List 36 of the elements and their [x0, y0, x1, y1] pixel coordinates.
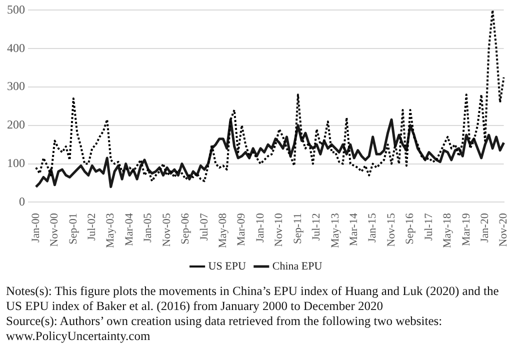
- x-tick-label: Mar-14: [348, 212, 360, 246]
- x-tick-label: Nov-20: [498, 212, 510, 247]
- x-tick-label: Jul-02: [86, 213, 98, 241]
- source-note: Source(s): Authors’ own creation using data retrieved from the following two websites: www.PolicyUncertainty.com: [6, 314, 444, 344]
- x-tick-label: Jan-05: [142, 212, 154, 242]
- legend-label: China EPU: [272, 260, 322, 272]
- x-tick-label: Nov-15: [385, 212, 398, 247]
- x-tick-label: Sep-16: [404, 212, 416, 244]
- y-tick-label: 300: [7, 79, 25, 94]
- y-tick-label: 100: [7, 156, 25, 170]
- x-tick-label: May-03: [104, 212, 117, 248]
- x-tick-label: Jul-07: [198, 212, 210, 241]
- x-tick-label: May-08: [217, 212, 230, 248]
- x-tick-label: Jan-00: [30, 212, 42, 242]
- x-tick-label: Jan-20: [478, 212, 491, 242]
- legend-label: US EPU: [208, 260, 246, 272]
- y-tick-label: 0: [19, 194, 25, 208]
- y-tick-label: 200: [7, 118, 25, 132]
- x-tick-label: Nov-00: [48, 212, 61, 247]
- x-tick-label: Sep-11: [292, 213, 304, 244]
- x-tick-label: Jul-12: [310, 213, 323, 241]
- x-tick-label: Nov-10: [273, 212, 286, 247]
- x-tick-label: Nov-05: [160, 212, 173, 247]
- x-tick-label: Sep-06: [180, 212, 192, 244]
- x-tick-label: Sep-01: [67, 213, 80, 244]
- y-tick-label: 400: [7, 40, 25, 55]
- x-tick-label: Jan-10: [254, 212, 266, 242]
- x-tick-label: Mar-19: [460, 212, 472, 246]
- text: Notes(s): This figure plots the movements in China’s EPU index of Huang and Luk (2020) and the US EPU index of Baker et al. (2016) from January 2000 to December 2020: [6, 284, 500, 314]
- x-tick-label: May-13: [329, 212, 342, 248]
- x-tick-label: Jul-17: [422, 212, 435, 241]
- y-tick-label: 500: [7, 2, 25, 16]
- x-tick-label: May-18: [442, 212, 454, 248]
- x-tick-label: Jan-15: [366, 212, 379, 242]
- x-tick-label: Mar-04: [123, 212, 136, 246]
- x-tick-label: Mar-09: [236, 212, 248, 246]
